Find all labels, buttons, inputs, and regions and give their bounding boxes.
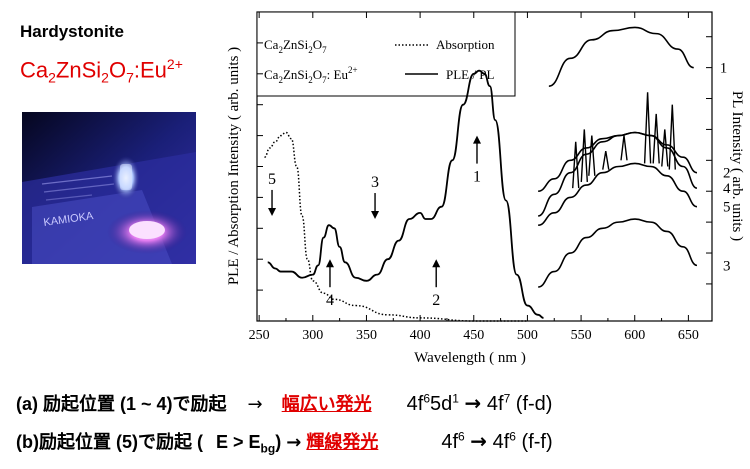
legend-entry-2-label: PLE / PL [446,67,494,82]
sample-photo: KAMIOKA [22,112,196,264]
x-tick-label: 300 [302,328,323,343]
formula-eu: :Eu [133,57,167,83]
pl-curve-5 [538,162,698,227]
marker-arrowhead-5 [268,207,277,216]
pl-curve-label-4: 4 [723,181,731,197]
formula: Ca2ZnSi2O7:Eu2+ [20,56,183,86]
y-axis-label-left: PLE / Absorption Intensity ( arb. units … [226,47,242,285]
pl-curve-1 [548,26,694,87]
legend-entry-1-text: Ca2ZnSi2O7 [264,37,327,55]
ff-emission-line [661,129,669,167]
note-b-arrow: → [286,432,302,453]
formula-ca: Ca [20,57,49,83]
ff-emission-line [643,92,652,164]
marker-arrowhead-3 [371,211,380,220]
x-axis-label: Wavelength ( nm ) [414,350,526,366]
ff-emission-line [572,141,580,189]
marker-label-2: 2 [432,292,440,309]
formula-o: O [108,57,127,83]
x-tick-label: 650 [678,328,699,343]
ff-emission-line [588,135,596,176]
note-line-b: (b)励起位置 (5)で励起 ( E > Ebg) → 輝線発光 4f6 → 4… [16,428,553,456]
x-tick-label: 600 [624,328,645,343]
ple-line [267,69,544,319]
marker-label-4: 4 [326,292,334,309]
formula-znsi-sub: 2 [101,69,109,86]
marker-arrowhead-4 [325,259,334,268]
x-tick-label: 500 [517,328,538,343]
ff-emission-line [602,150,610,170]
ff-emission-line [668,104,676,170]
pl-curve-label-5: 5 [723,200,731,216]
pl-curve-label-1: 1 [720,61,728,77]
absorption-line [264,131,528,322]
mineral-name: Hardystonite [20,22,124,41]
note-b-highlight: 輝線発光 [306,432,379,452]
note-a-arrow: → [247,394,263,415]
formula-o-sub: 7 [126,69,134,86]
formula-ca-sub: 2 [48,69,56,86]
x-tick-label: 250 [249,328,270,343]
y-axis-label-right: PL Intensity ( arb. units ) [729,91,745,241]
x-tick-label: 550 [571,328,592,343]
marker-arrowhead-2 [432,259,441,268]
ff-emission-line [652,113,660,164]
ff-emission-line [620,135,628,161]
note-a-highlight: 幅広い発光 [281,394,372,414]
legend-box [256,11,516,97]
legend-entry-2-text: Ca2ZnSi2O7: Eu2+ [264,65,358,85]
marker-label-3: 3 [371,174,379,191]
x-tick-label: 350 [356,328,377,343]
marker-label-5: 5 [268,171,276,188]
formula-eu-sup: 2+ [166,56,183,72]
note-a-transition: 4f65d1 → 4f7 (f-d) [406,391,553,415]
formula-znsi: ZnSi [55,57,102,83]
marker-label-1: 1 [473,169,481,186]
legend-entry-1-label: Absorption [436,37,495,52]
ff-emission-line [580,129,588,182]
note-a-prefix: (a) 励起位置 (1 ~ 4)で励起 [16,394,227,414]
note-line-a: (a) 励起位置 (1 ~ 4)で励起 → 幅広い発光 4f65d1 → 4f7… [16,390,552,416]
note-b-transition: 4f6 → 4f6 (f-f) [441,429,553,453]
pl-curve-3 [537,218,698,288]
pl-curve-label-2: 2 [723,166,731,182]
marker-arrowhead-1 [472,135,481,144]
note-b-energy: E > Ebg) [216,432,282,456]
pl-curve-label-3: 3 [723,258,731,274]
x-tick-label: 450 [463,328,484,343]
note-b-prefix: (b)励起位置 (5)で励起 ( [16,432,203,452]
legend: Ca2ZnSi2O7 Absorption Ca2ZnSi2O7: Eu2+ P… [256,11,516,97]
pl-curve-4 [537,131,698,217]
x-tick-label: 400 [410,328,431,343]
